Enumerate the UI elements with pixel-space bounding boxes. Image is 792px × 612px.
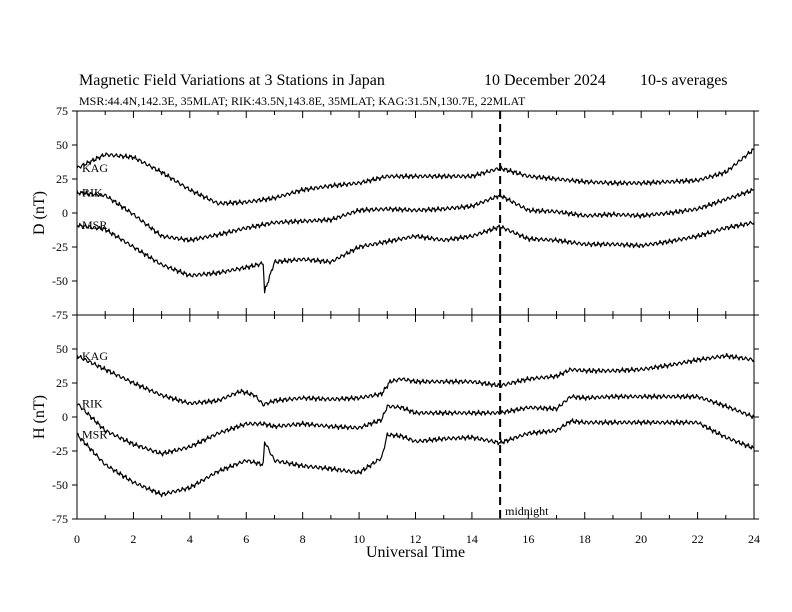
y-axis-label: H (nT) [31,395,48,439]
y-tick-label: 50 [56,138,68,152]
series-label-msr: MSR [82,428,107,442]
x-tick-label: 0 [74,532,80,546]
y-tick-label: -25 [52,240,68,254]
y-tick-label: 25 [56,376,68,390]
series-label-kag: KAG [82,161,108,175]
x-tick-label: 6 [243,532,249,546]
series-label-rik: RIK [82,186,103,200]
series-label-msr: MSR [82,218,107,232]
series-label-kag: KAG [82,349,108,363]
panel-frame [76,314,755,520]
x-tick-label: 22 [692,532,704,546]
y-tick-label: -75 [52,512,68,526]
x-tick-label: 10 [353,532,365,546]
x-tick-label: 2 [130,532,136,546]
midnight-label: midnight [505,504,549,518]
chart-averaging: 10-s averages [640,72,728,89]
y-tick-label: -50 [52,478,68,492]
x-tick-label: 14 [466,532,478,546]
y-tick-label: 0 [62,410,68,424]
y-tick-label: 0 [62,206,68,220]
y-tick-label: 25 [56,172,68,186]
y-tick-label: -50 [52,274,68,288]
y-tick-label: 75 [56,104,68,118]
x-tick-label: 16 [522,532,534,546]
y-axis-label: D (nT) [31,191,48,235]
x-tick-label: 12 [410,532,422,546]
series-line-kag [76,148,755,206]
x-tick-label: 18 [579,532,591,546]
y-tick-label: 50 [56,342,68,356]
chart-title: Magnetic Field Variations at 3 Stations … [79,72,385,89]
x-tick-label: 20 [635,532,647,546]
series-line-rik [76,393,755,457]
x-axis-label: Universal Time [366,544,465,561]
x-tick-label: 24 [748,532,760,546]
series-line-msr [76,220,755,294]
y-tick-label: -75 [52,308,68,322]
x-tick-label: 8 [300,532,306,546]
x-tick-label: 4 [187,532,193,546]
series-line-msr [76,418,755,498]
series-line-kag [76,352,755,407]
y-tick-label: -25 [52,444,68,458]
series-line-rik [76,188,755,243]
chart-subtitle: MSR:44.4N,142.3E, 35MLAT; RIK:43.5N,143.… [79,94,526,108]
chart-date: 10 December 2024 [484,72,606,89]
series-label-rik: RIK [82,396,103,410]
